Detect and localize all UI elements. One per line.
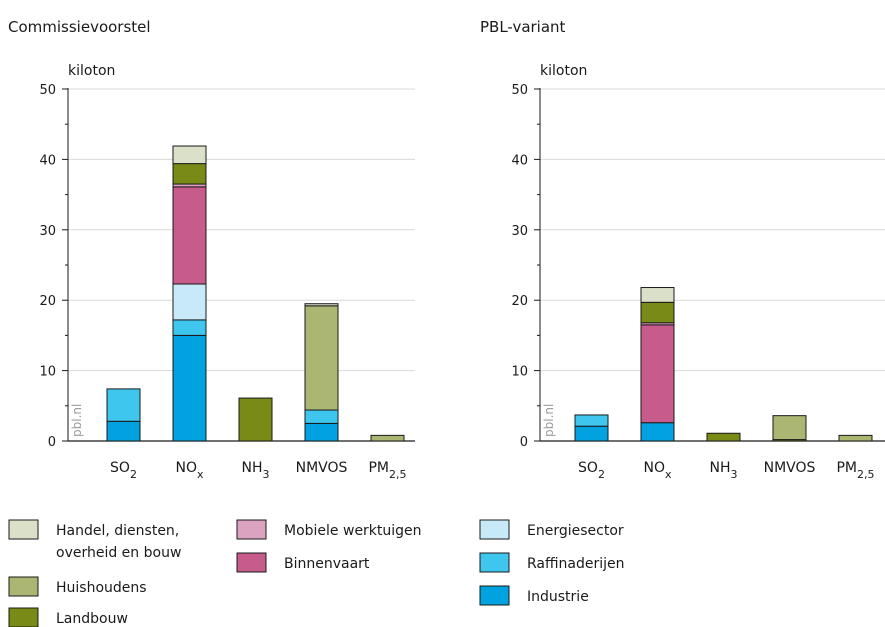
- bar-segment-huishoudens: [370, 434, 405, 442]
- chart-title: PBL-variant: [480, 18, 566, 36]
- legend-label: Industrie: [527, 589, 589, 605]
- bar-segment-industrie: [172, 334, 207, 442]
- bar-segment-handel-diensten-overheid-en-bouw: [640, 287, 675, 303]
- y-tick-label: 0: [520, 435, 528, 450]
- legend: Handel, diensten, overheid en bouw Huishou…: [8, 519, 625, 627]
- y-tick-label: 30: [511, 224, 528, 239]
- legend-swatch: [479, 519, 510, 540]
- y-tick-label: 50: [511, 83, 528, 98]
- bar-segment-huishoudens: [838, 434, 873, 442]
- y-tick-label: 40: [511, 153, 528, 168]
- y-tick-label: 20: [39, 294, 56, 309]
- legend-swatch: [236, 552, 267, 573]
- legend-item: Handel, diensten, overheid en bouw: [8, 519, 181, 561]
- legend-item: Landbouw: [8, 607, 128, 627]
- chart-panel-1: Commissievoorstel kiloton 0 10 20 30 40 50 pbl.n…: [8, 18, 415, 481]
- y-tick-label: 10: [39, 365, 56, 380]
- bar-segment-industrie: [640, 422, 675, 442]
- y-tick-label: 50: [39, 83, 56, 98]
- x-category-label: SO2: [578, 460, 605, 481]
- bar-segment-energiesector: [172, 283, 207, 321]
- bar-segment-industrie: [106, 420, 141, 442]
- x-category-label: NOx: [643, 460, 672, 481]
- bar-segment-landbouw: [172, 163, 207, 185]
- bar-segment-binnenvaart: [640, 324, 675, 424]
- bar-segment-raffinaderijen: [172, 319, 207, 336]
- legend-label: Handel, diensten,: [56, 523, 179, 539]
- bar-segment-raffinaderijen: [574, 414, 609, 427]
- x-category-label: SO2: [110, 460, 137, 481]
- y-tick-label: 0: [48, 435, 56, 450]
- legend-label: Huishoudens: [56, 580, 147, 596]
- bar-segment-raffinaderijen: [106, 388, 141, 422]
- x-category-label: NH3: [242, 460, 270, 481]
- legend-item: Raffinaderijen: [479, 552, 625, 573]
- legend-swatch: [8, 576, 39, 597]
- y-axis-unit-label: kiloton: [540, 63, 587, 79]
- legend-item: Industrie: [479, 585, 589, 606]
- legend-item: Binnenvaart: [236, 552, 370, 573]
- legend-label: Energiesector: [527, 523, 624, 539]
- bar-segment-binnenvaart: [172, 186, 207, 285]
- watermark-text: pbl.nl: [70, 404, 84, 437]
- bar-segment-huishoudens: [304, 305, 339, 411]
- legend-label: overheid en bouw: [56, 545, 181, 561]
- legend-swatch: [479, 585, 510, 606]
- legend-item: Energiesector: [479, 519, 624, 540]
- bar-segment-handel-diensten-overheid-en-bouw: [304, 303, 339, 307]
- y-tick-label: 40: [39, 153, 56, 168]
- y-tick-label: 30: [39, 224, 56, 239]
- bar-segment-industrie: [574, 425, 609, 442]
- chart-panel-2: PBL-variant kiloton 0 10 20 30 40 50 pbl.nl SO2 NO…: [480, 18, 885, 481]
- x-category-label: PM2,5: [836, 460, 874, 481]
- bar-segment-landbouw: [238, 397, 273, 442]
- legend-label: Mobiele werktuigen: [284, 523, 422, 539]
- x-category-label: PM2,5: [368, 460, 406, 481]
- x-category-label: NOx: [175, 460, 204, 481]
- watermark-text: pbl.nl: [542, 404, 556, 437]
- bar-segment-huishoudens: [772, 415, 807, 441]
- legend-item: Huishoudens: [8, 576, 147, 597]
- y-axis-unit-label: kiloton: [68, 63, 115, 79]
- bar-segment-industrie: [304, 422, 339, 442]
- legend-label: Binnenvaart: [284, 556, 370, 572]
- legend-label: Landbouw: [56, 611, 128, 627]
- bar-segment-handel-diensten-overheid-en-bouw: [172, 145, 207, 165]
- legend-swatch: [8, 519, 39, 540]
- legend-item: Mobiele werktuigen: [236, 519, 422, 540]
- legend-swatch: [479, 552, 510, 573]
- x-category-label: NH3: [710, 460, 738, 481]
- x-category-label: NMVOS: [764, 460, 816, 476]
- chart-title: Commissievoorstel: [8, 18, 151, 36]
- legend-label: Raffinaderijen: [527, 556, 625, 572]
- y-tick-label: 10: [511, 365, 528, 380]
- x-category-label: NMVOS: [296, 460, 348, 476]
- bar-segment-landbouw: [706, 432, 741, 442]
- legend-swatch: [8, 607, 39, 627]
- legend-swatch: [236, 519, 267, 540]
- bar-segment-raffinaderijen: [304, 409, 339, 424]
- y-tick-label: 20: [511, 294, 528, 309]
- bar-segment-landbouw: [640, 301, 675, 324]
